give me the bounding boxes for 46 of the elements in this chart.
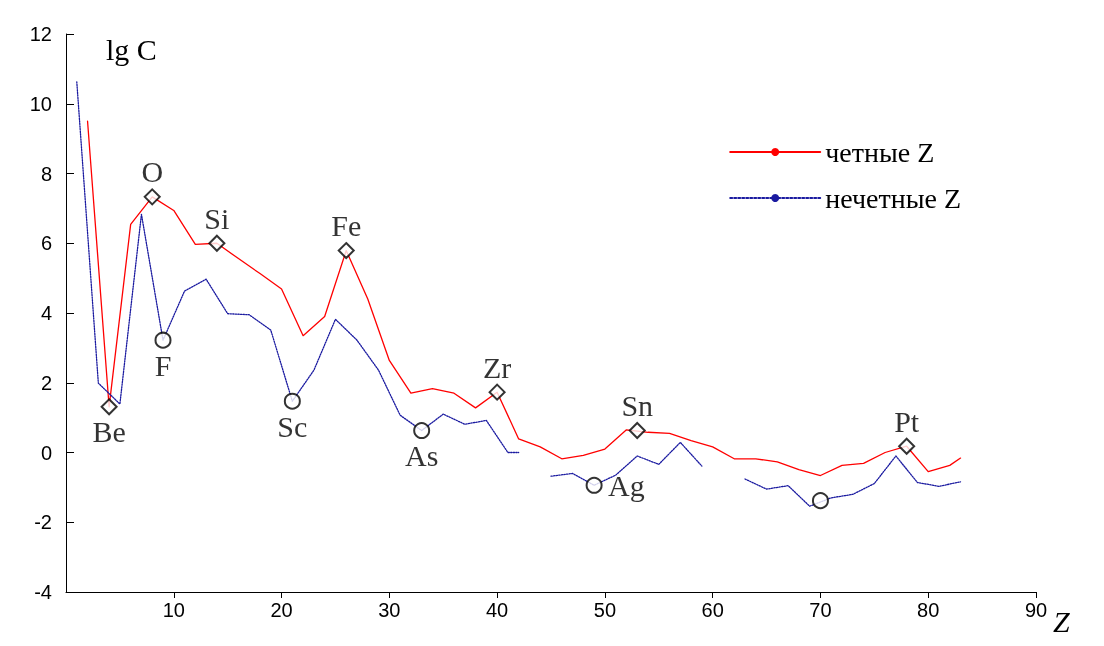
y-tick-label: 2 xyxy=(40,371,52,394)
annotation: As xyxy=(404,439,439,473)
point xyxy=(898,437,916,455)
point xyxy=(628,422,646,440)
legend-label: нечетные Z xyxy=(825,182,962,214)
x-tick-label: 10 xyxy=(162,599,185,621)
y-tick-label: 8 xyxy=(40,162,52,185)
x-tick-label: 40 xyxy=(485,599,509,621)
x-tick-label: 80 xyxy=(917,599,940,621)
x-axis-title: Z xyxy=(1053,604,1071,638)
legend-label: четные Z xyxy=(825,136,935,168)
y-tick-label: 10 xyxy=(29,92,52,115)
y-tick-label: -4 xyxy=(34,581,52,603)
annotation: Pt xyxy=(894,404,920,438)
line-series xyxy=(86,120,962,477)
point xyxy=(585,476,603,494)
point xyxy=(811,492,829,510)
x-tick-label: 30 xyxy=(378,599,401,621)
point xyxy=(100,398,118,416)
point xyxy=(413,422,431,440)
x-tick-label: 70 xyxy=(809,599,832,621)
y-tick-label: -2 xyxy=(34,511,52,534)
annotation: O xyxy=(141,155,164,189)
point xyxy=(154,331,172,349)
annotation: Zr xyxy=(482,350,512,384)
point xyxy=(337,242,355,260)
annotation: F xyxy=(154,348,172,382)
point xyxy=(283,392,301,410)
point xyxy=(143,188,161,206)
annotation: Sc xyxy=(277,409,308,443)
annotation: Si xyxy=(204,201,230,235)
y-tick-label: 0 xyxy=(40,441,52,464)
point xyxy=(488,383,506,401)
y-tick-label: 4 xyxy=(40,302,52,324)
x-tick-label: 90 xyxy=(1024,599,1048,621)
y-axis-title: lg C xyxy=(106,32,157,66)
point xyxy=(208,234,226,252)
y-tick-label: 6 xyxy=(40,232,52,255)
x-tick-label: 20 xyxy=(270,599,293,621)
annotation: Sn xyxy=(621,389,654,423)
y-tick-label: 12 xyxy=(29,23,52,45)
annotation: Ag xyxy=(608,468,645,502)
annotation: Fe xyxy=(331,209,362,243)
x-tick-label: 60 xyxy=(701,599,724,621)
annotation: Be xyxy=(92,415,126,449)
x-tick-label: 50 xyxy=(593,599,617,621)
